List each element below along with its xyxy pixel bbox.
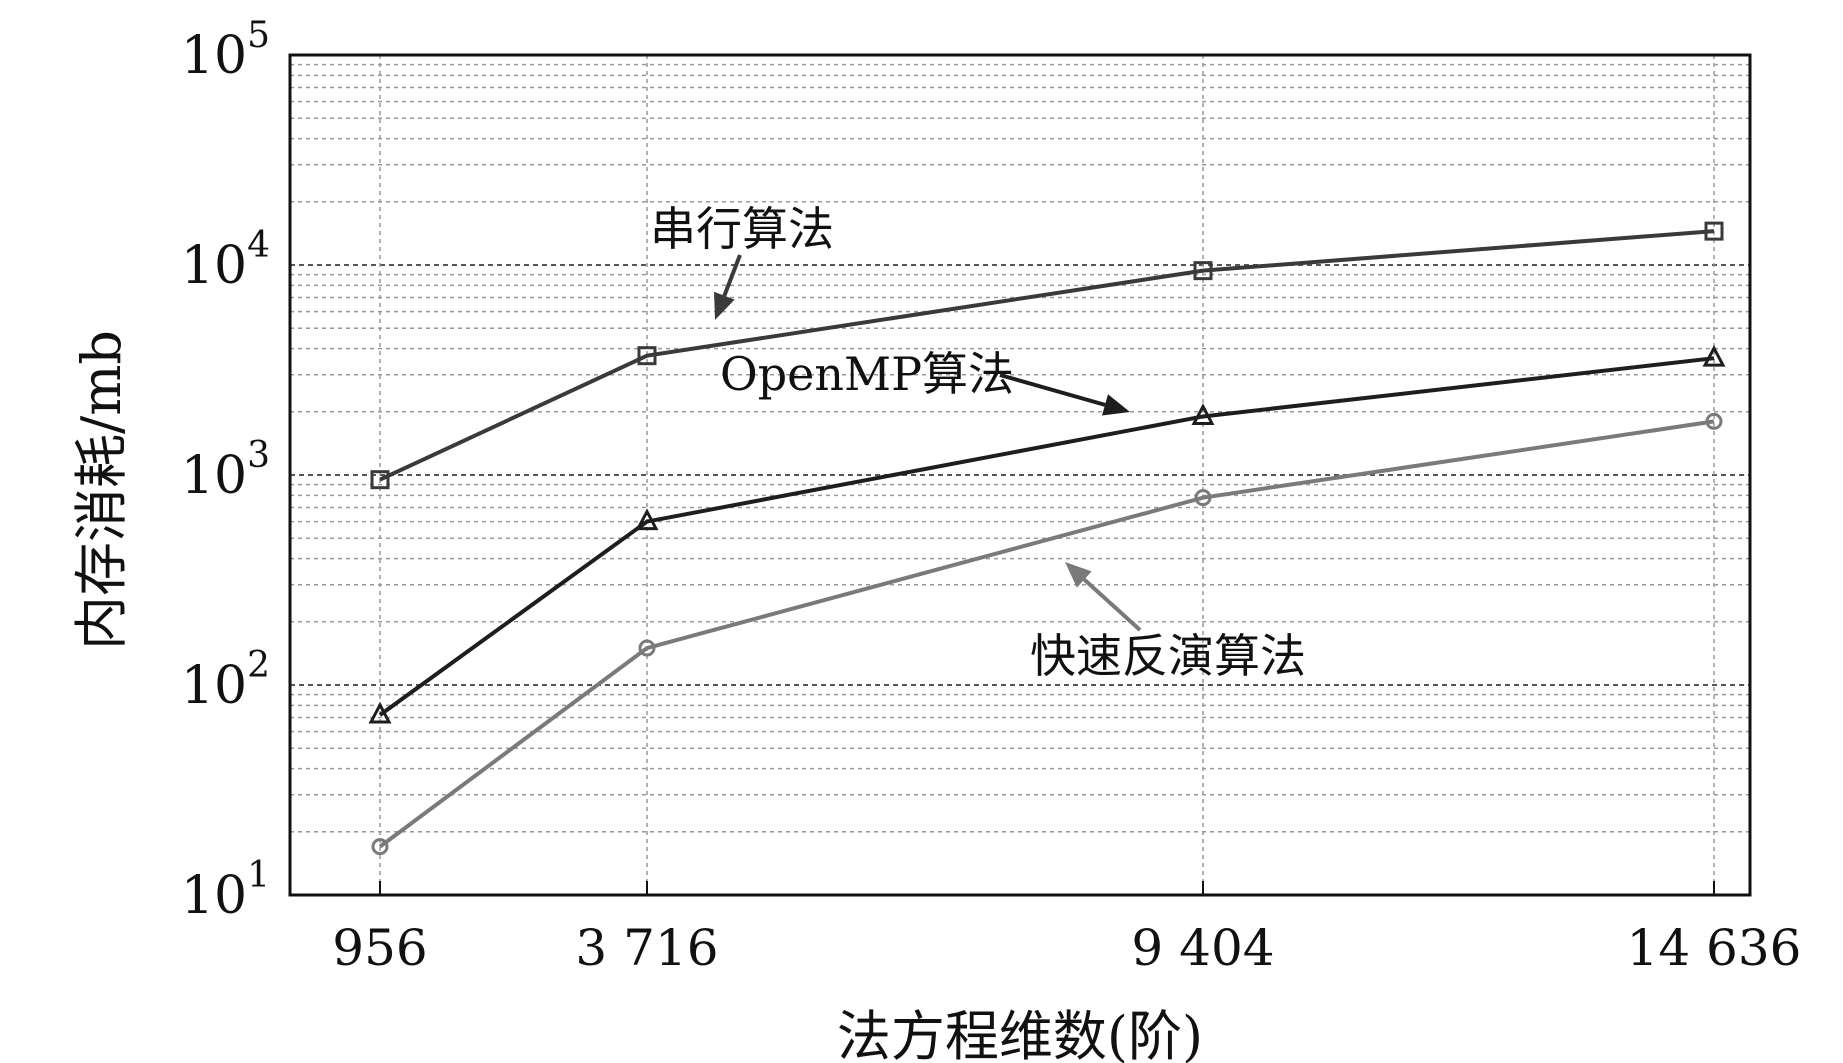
- data-point-triangle: [635, 508, 659, 531]
- y-tick-label: 101: [181, 855, 270, 926]
- series-annotation: 快速反演算法: [1030, 629, 1306, 683]
- data-point-square: [1704, 221, 1724, 241]
- x-tick-label: 9 404: [1131, 919, 1274, 977]
- data-point-square: [637, 346, 657, 366]
- data-point-square: [1193, 261, 1213, 281]
- y-axis-ticks: 101 102 103 104 105: [181, 15, 270, 926]
- annotation-arrow-shaft: [1082, 577, 1142, 632]
- series-annotation: OpenMP算法: [720, 347, 1014, 401]
- data-point-triangle: [368, 701, 392, 724]
- grid-lines: [290, 55, 1750, 895]
- data-point-triangle: [1191, 403, 1215, 425]
- data-point-circle: [638, 639, 656, 657]
- y-tick-label: 103: [181, 435, 270, 506]
- data-point-triangle: [1702, 344, 1726, 367]
- x-axis-label: 法方程维数(阶): [837, 1005, 1203, 1063]
- series-line: [378, 356, 1715, 717]
- annotation-arrow-head: [1101, 394, 1130, 416]
- annotation-arrow-shaft: [999, 373, 1106, 407]
- series-layer: [368, 221, 1726, 856]
- data-point-circle: [1194, 489, 1212, 507]
- y-tick-label: 104: [181, 225, 270, 296]
- annotation-arrow-head: [1065, 562, 1092, 588]
- series-annotation: 串行算法: [650, 202, 834, 256]
- data-point-circle: [371, 838, 389, 856]
- x-tick-label: 956: [332, 919, 427, 977]
- plot-area-frame: [288, 53, 1752, 897]
- x-tick-label: 3 716: [575, 919, 718, 977]
- data-point-circle: [1705, 412, 1723, 430]
- data-point-square: [370, 470, 390, 490]
- y-axis-label: 内存消耗/mb: [70, 330, 133, 650]
- annotation-arrow-head: [714, 291, 735, 320]
- x-axis-ticks: 956 3 716 9 404 14 636: [332, 881, 1801, 977]
- series-line: [378, 419, 1715, 849]
- y-tick-label: 102: [181, 645, 270, 716]
- x-tick-label: 14 636: [1627, 919, 1802, 977]
- y-tick-label: 105: [181, 15, 270, 86]
- annotation-arrow-shaft: [722, 254, 742, 297]
- series-line: [379, 229, 1715, 482]
